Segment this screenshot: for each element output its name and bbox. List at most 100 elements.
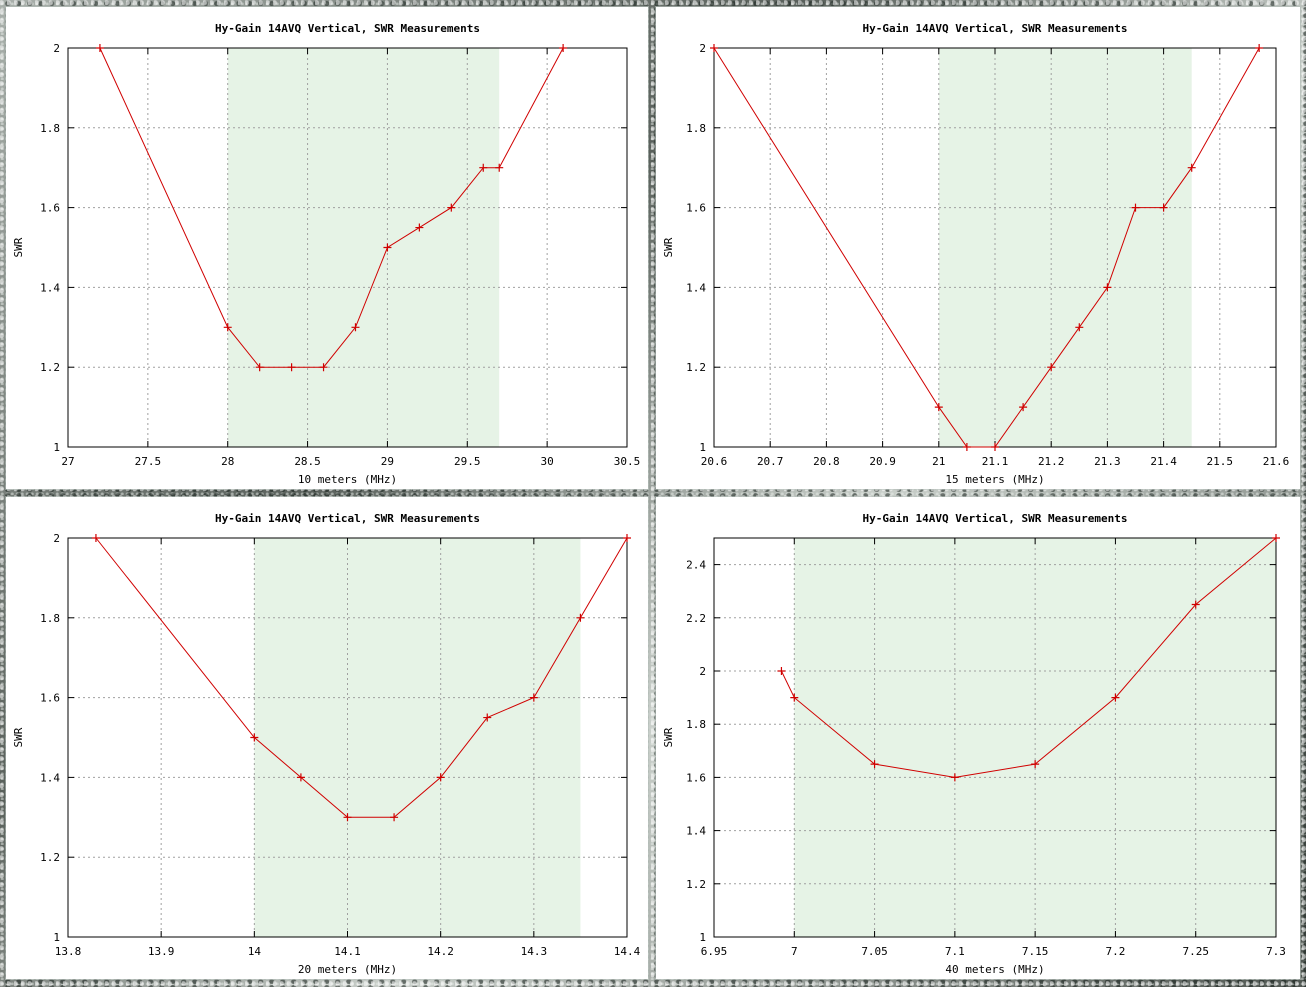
x-tick-label: 21.5 (1207, 455, 1234, 468)
data-point (962, 443, 971, 451)
x-tick-label: 27 (61, 455, 74, 468)
y-tick-label: 1.2 (686, 878, 706, 891)
x-tick-label: 7.1 (945, 945, 965, 958)
y-tick-label: 1.4 (40, 281, 60, 294)
x-tick-label: 14.4 (614, 945, 641, 958)
x-tick-label: 30 (541, 455, 554, 468)
chart-title: Hy-Gain 14AVQ Vertical, SWR Measurements (863, 512, 1128, 525)
x-tick-label: 30.5 (614, 455, 641, 468)
band-region (254, 538, 581, 937)
x-tick-label: 7.25 (1182, 945, 1209, 958)
x-tick-label: 14.1 (334, 945, 361, 958)
data-point (870, 760, 879, 769)
data-point (390, 813, 399, 822)
x-tick-label: 7.2 (1105, 945, 1125, 958)
y-tick-label: 1 (699, 931, 706, 944)
data-point (1075, 323, 1084, 332)
data-point (1255, 44, 1264, 52)
x-tick-label: 14.2 (427, 945, 454, 958)
y-tick-label: 1 (53, 931, 60, 944)
swr-line (95, 537, 628, 818)
data-point (1031, 760, 1040, 769)
x-tick-label: 28 (221, 455, 234, 468)
data-point (576, 613, 585, 622)
data-point (710, 44, 718, 52)
x-tick-label: 20.6 (701, 455, 728, 468)
y-tick-label: 1.6 (686, 771, 706, 784)
y-tick-label: 1.4 (686, 825, 706, 838)
data-point (777, 667, 786, 675)
data-point (495, 163, 504, 172)
x-tick-label: 29.5 (454, 455, 481, 468)
x-tick-label: 6.95 (701, 945, 728, 958)
data-point (1131, 203, 1140, 212)
chart-panel-20m: 13.8 13.9 14 14.1 14.2 14.3 14.4 1 1.2 1.4 1.6 1.8 2… (6, 497, 648, 979)
data-point (950, 773, 959, 782)
y-tick-label: 1.2 (686, 361, 706, 374)
y-tick-label: 1.4 (686, 281, 706, 294)
data-point (559, 44, 568, 52)
band-region (938, 48, 1192, 447)
data-point (447, 203, 456, 212)
plot-frame (67, 537, 628, 938)
x-axis-label: 20 meters (MHz) (298, 963, 397, 976)
y-tick-label: 1.8 (686, 122, 706, 135)
x-axis-label: 40 meters (MHz) (945, 963, 1044, 976)
data-point (991, 443, 999, 451)
x-tick-label: 7.15 (1022, 945, 1049, 958)
data-point (95, 44, 104, 52)
data-point (1187, 163, 1196, 172)
y-tick-label: 2 (699, 665, 706, 678)
y-tick-label: 2 (53, 532, 60, 545)
data-point (91, 534, 100, 542)
x-tick-label: 14.3 (521, 945, 548, 958)
x-tick-label: 21.6 (1263, 455, 1290, 468)
y-axis-label: SWR (662, 237, 675, 257)
data-point (1047, 363, 1056, 372)
data-point (479, 163, 488, 172)
x-tick-label: 20.7 (757, 455, 784, 468)
x-tick-label: 7.05 (861, 945, 888, 958)
data-point (529, 693, 538, 702)
x-tick-label: 20.8 (813, 455, 840, 468)
data-point (351, 323, 360, 332)
chart-title: Hy-Gain 14AVQ Vertical, SWR Measurements (215, 512, 480, 525)
plot-frame (67, 47, 628, 448)
data-point (223, 323, 232, 332)
y-axis-label: SWR (12, 727, 25, 747)
data-point (343, 813, 352, 822)
band-region (227, 48, 500, 447)
y-tick-label: 2.4 (686, 559, 706, 572)
x-tick-label: 27.5 (135, 455, 162, 468)
data-point (415, 223, 424, 232)
y-tick-label: 1.4 (40, 771, 60, 784)
plot-frame (713, 537, 1277, 938)
chart-panel-15m: 20.6 20.7 20.8 20.9 21 21.1 21.2 21.3 21.4 21.5 21… (656, 7, 1300, 489)
y-axis-label: SWR (12, 237, 25, 257)
data-point (790, 693, 799, 702)
data-point (1272, 534, 1280, 542)
y-tick-label: 1.6 (40, 692, 60, 705)
data-point (383, 243, 392, 252)
y-tick-label: 1 (699, 441, 706, 454)
swr-chart-40m: 6.95 7 7.05 7.1 7.15 7.2 7.25 7.3 1 1.2 1.4 1.6 1.8 2… (662, 512, 1286, 976)
y-axis-label: SWR (662, 727, 675, 747)
chart-title: Hy-Gain 14AVQ Vertical, SWR Measurements (215, 22, 480, 35)
data-point (1111, 693, 1120, 702)
data-point (250, 733, 259, 742)
swr-chart-20m: 13.8 13.9 14 14.1 14.2 14.3 14.4 1 1.2 1.4 1.6 1.8 2… (12, 512, 641, 976)
data-point (296, 773, 305, 782)
x-tick-label: 21.2 (1038, 455, 1065, 468)
y-tick-label: 1.8 (40, 612, 60, 625)
x-axis-label: 15 meters (MHz) (945, 473, 1044, 486)
y-tick-label: 1.6 (40, 202, 60, 215)
x-tick-label: 21.3 (1094, 455, 1121, 468)
x-tick-label: 21.4 (1150, 455, 1177, 468)
swr-chart-10m: 27 27.5 28 28.5 29 29.5 30 30.5 1 1.2 1.4 1.6 1.8 2 Hy… (12, 22, 641, 486)
chart-panel-10m: 27 27.5 28 28.5 29 29.5 30 30.5 1 1.2 1.4 1.6 1.8 2 Hy… (6, 7, 648, 489)
data-point (483, 713, 492, 722)
y-tick-label: 2 (53, 42, 60, 55)
y-tick-label: 1.2 (40, 851, 60, 864)
x-axis-label: 10 meters (MHz) (298, 473, 397, 486)
y-tick-label: 1.2 (40, 361, 60, 374)
